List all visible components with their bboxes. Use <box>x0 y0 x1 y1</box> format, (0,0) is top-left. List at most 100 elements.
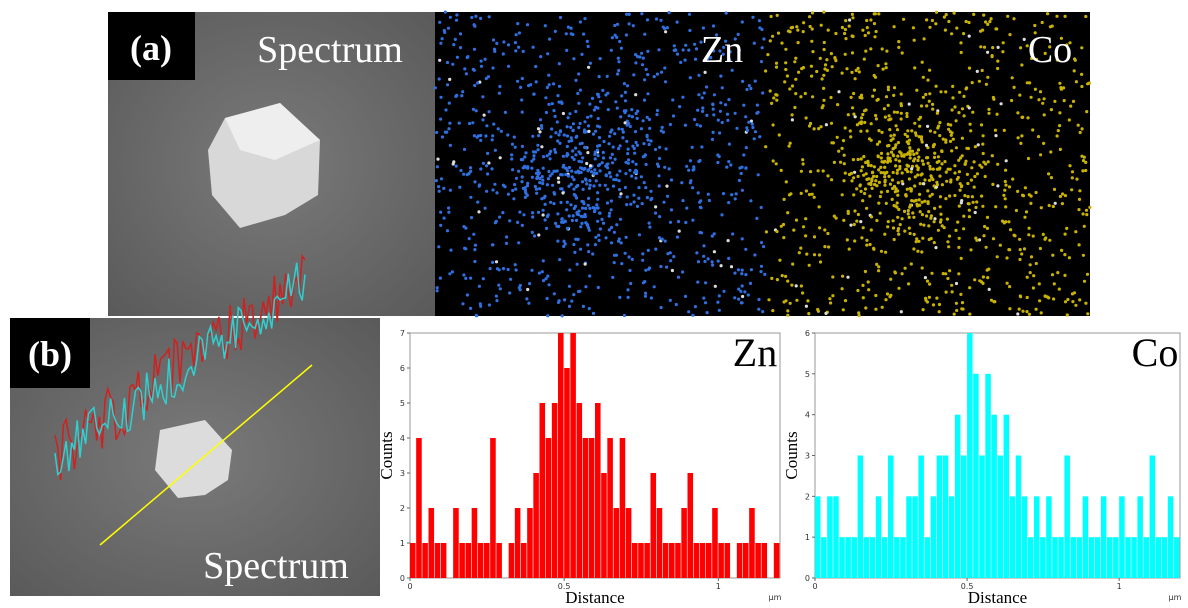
map-dot <box>702 255 705 258</box>
map-dot <box>1019 295 1022 298</box>
x-axis-label: Distance <box>565 588 624 607</box>
bar <box>675 543 681 578</box>
map-dot <box>1065 227 1068 230</box>
map-dot <box>1075 80 1078 83</box>
map-dot <box>769 89 772 92</box>
map-dot <box>604 93 607 96</box>
map-dot <box>437 245 440 248</box>
map-dot <box>658 236 661 239</box>
map-dot <box>927 210 930 213</box>
x-unit: μm <box>769 593 782 602</box>
y-tick-label: 4 <box>400 434 405 443</box>
map-dot <box>548 83 551 86</box>
map-dot <box>899 223 902 226</box>
map-dot <box>621 128 624 131</box>
map-dot <box>790 284 793 287</box>
map-dot <box>778 133 781 136</box>
map-dot <box>941 183 944 186</box>
map-dot <box>594 130 597 133</box>
map-dot <box>955 27 958 30</box>
map-dot <box>822 74 825 77</box>
map-dot <box>982 134 985 137</box>
map-dot <box>643 181 646 184</box>
map-dot <box>794 78 797 81</box>
map-dot <box>983 46 986 49</box>
map-dot <box>594 106 597 109</box>
map-dot <box>968 202 971 205</box>
map-dot <box>1081 127 1084 130</box>
map-dot <box>549 135 552 138</box>
map-dot <box>801 158 804 161</box>
bar <box>858 456 863 579</box>
map-dot <box>538 272 541 275</box>
map-dot <box>661 126 664 129</box>
map-dot <box>880 131 883 134</box>
map-dot <box>606 75 609 78</box>
map-dot <box>943 160 946 163</box>
map-dot <box>900 102 903 105</box>
map-dot <box>643 99 646 102</box>
map-dot <box>656 109 659 112</box>
map-dot <box>648 127 651 130</box>
map-dot <box>969 129 972 132</box>
map-dot <box>721 86 724 89</box>
map-dot <box>546 215 549 218</box>
map-dot <box>664 80 667 83</box>
map-dot <box>716 301 719 304</box>
map-dot <box>527 302 530 305</box>
map-dot <box>900 154 903 157</box>
map-dot <box>641 202 644 205</box>
map-dot <box>635 171 638 174</box>
map-dot <box>755 217 758 220</box>
map-dot <box>940 162 943 165</box>
map-dot <box>689 76 692 79</box>
map-dot <box>516 221 519 224</box>
map-dot <box>506 133 509 136</box>
map-dot <box>565 49 568 52</box>
map-dot <box>894 271 897 274</box>
map-dot <box>887 104 890 107</box>
map-dot <box>644 292 647 295</box>
map-dot <box>984 20 987 23</box>
map-dot <box>554 151 557 154</box>
map-dot <box>799 247 802 250</box>
map-dot <box>889 134 892 137</box>
map-dot <box>642 57 645 60</box>
map-dot <box>900 152 903 155</box>
bar <box>985 374 990 578</box>
map-dot <box>818 205 821 208</box>
map-dot <box>919 182 922 185</box>
map-dot <box>744 248 747 251</box>
map-dot <box>866 129 869 132</box>
map-dot <box>898 160 901 163</box>
map-dot <box>861 29 864 32</box>
map-dot <box>559 130 562 133</box>
map-dot <box>1023 216 1026 219</box>
map-dot <box>772 159 775 162</box>
map-dot <box>823 228 826 231</box>
map-dot <box>446 83 449 86</box>
bar <box>509 543 515 578</box>
map-dot <box>972 201 975 204</box>
map-dot <box>544 203 547 206</box>
map-dot <box>511 189 514 192</box>
map-dot <box>666 26 669 29</box>
map-dot <box>936 183 939 186</box>
map-dot <box>877 98 880 101</box>
map-dot <box>681 270 684 273</box>
map-dot <box>589 62 592 65</box>
map-dot <box>922 182 925 185</box>
map-dot <box>978 164 981 167</box>
map-dot <box>772 123 775 126</box>
map-dot <box>586 169 589 172</box>
map-dot <box>719 101 722 104</box>
map-dot <box>521 175 524 178</box>
map-dot <box>844 299 847 302</box>
map-dot <box>646 92 649 95</box>
map-dot <box>596 198 599 201</box>
map-dot <box>554 115 557 118</box>
bar <box>1137 496 1142 578</box>
map-dot <box>862 174 865 177</box>
map-dot <box>558 142 561 145</box>
map-dot <box>928 165 931 168</box>
